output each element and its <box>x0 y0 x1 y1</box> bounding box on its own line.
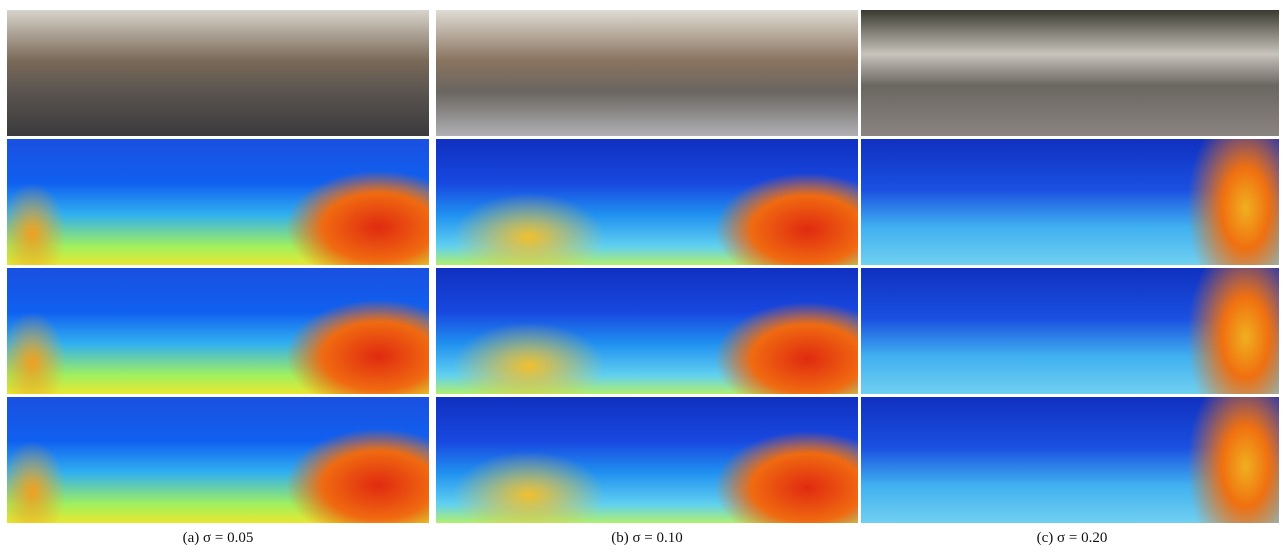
depth-map <box>861 139 1279 265</box>
caption: (b) σ = 0.10 <box>436 530 858 547</box>
depth-map <box>7 397 429 523</box>
caption: (c) σ = 0.20 <box>861 530 1283 547</box>
caption: (a) σ = 0.05 <box>7 530 429 547</box>
depth-map <box>7 268 429 394</box>
depth-map <box>861 397 1279 523</box>
input-image <box>861 10 1279 136</box>
depth-map <box>436 139 858 265</box>
figure: (a) σ = 0.05 (b) σ = 0.10 (c) σ = 0.20 <box>0 0 1283 554</box>
depth-map <box>436 397 858 523</box>
depth-map <box>7 139 429 265</box>
depth-map <box>436 268 858 394</box>
input-image <box>7 10 429 136</box>
input-image <box>436 10 858 136</box>
depth-map <box>861 268 1279 394</box>
